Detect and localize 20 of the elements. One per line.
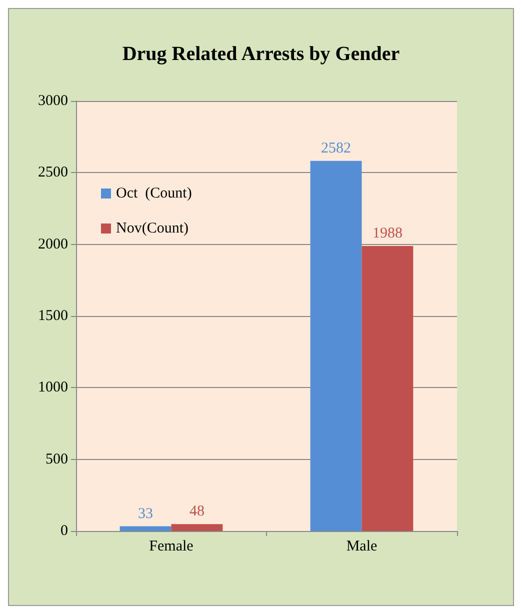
y-tick-label: 3000 bbox=[38, 93, 68, 109]
y-tick-label: 500 bbox=[46, 451, 68, 468]
data-label: 48 bbox=[189, 504, 204, 520]
y-tick-label: 1500 bbox=[38, 308, 68, 324]
bar bbox=[120, 526, 172, 531]
legend-label: Oct (Count) bbox=[116, 186, 192, 202]
data-label: 2582 bbox=[321, 140, 352, 156]
y-tick-label: 1000 bbox=[38, 380, 68, 396]
y-tick-label: 2000 bbox=[38, 236, 68, 252]
chart-title: Drug Related Arrests by Gender bbox=[122, 43, 400, 65]
legend-label: Nov(Count) bbox=[116, 220, 188, 236]
y-tick-label: 2500 bbox=[38, 164, 68, 181]
y-tick-label: 0 bbox=[60, 523, 68, 539]
bar bbox=[362, 246, 414, 531]
data-label: 1988 bbox=[372, 226, 402, 242]
bar bbox=[310, 160, 362, 531]
x-tick-label: Male bbox=[346, 538, 378, 554]
data-label: 33 bbox=[138, 506, 154, 522]
bar bbox=[171, 524, 223, 531]
x-tick-label: Female bbox=[149, 538, 194, 554]
